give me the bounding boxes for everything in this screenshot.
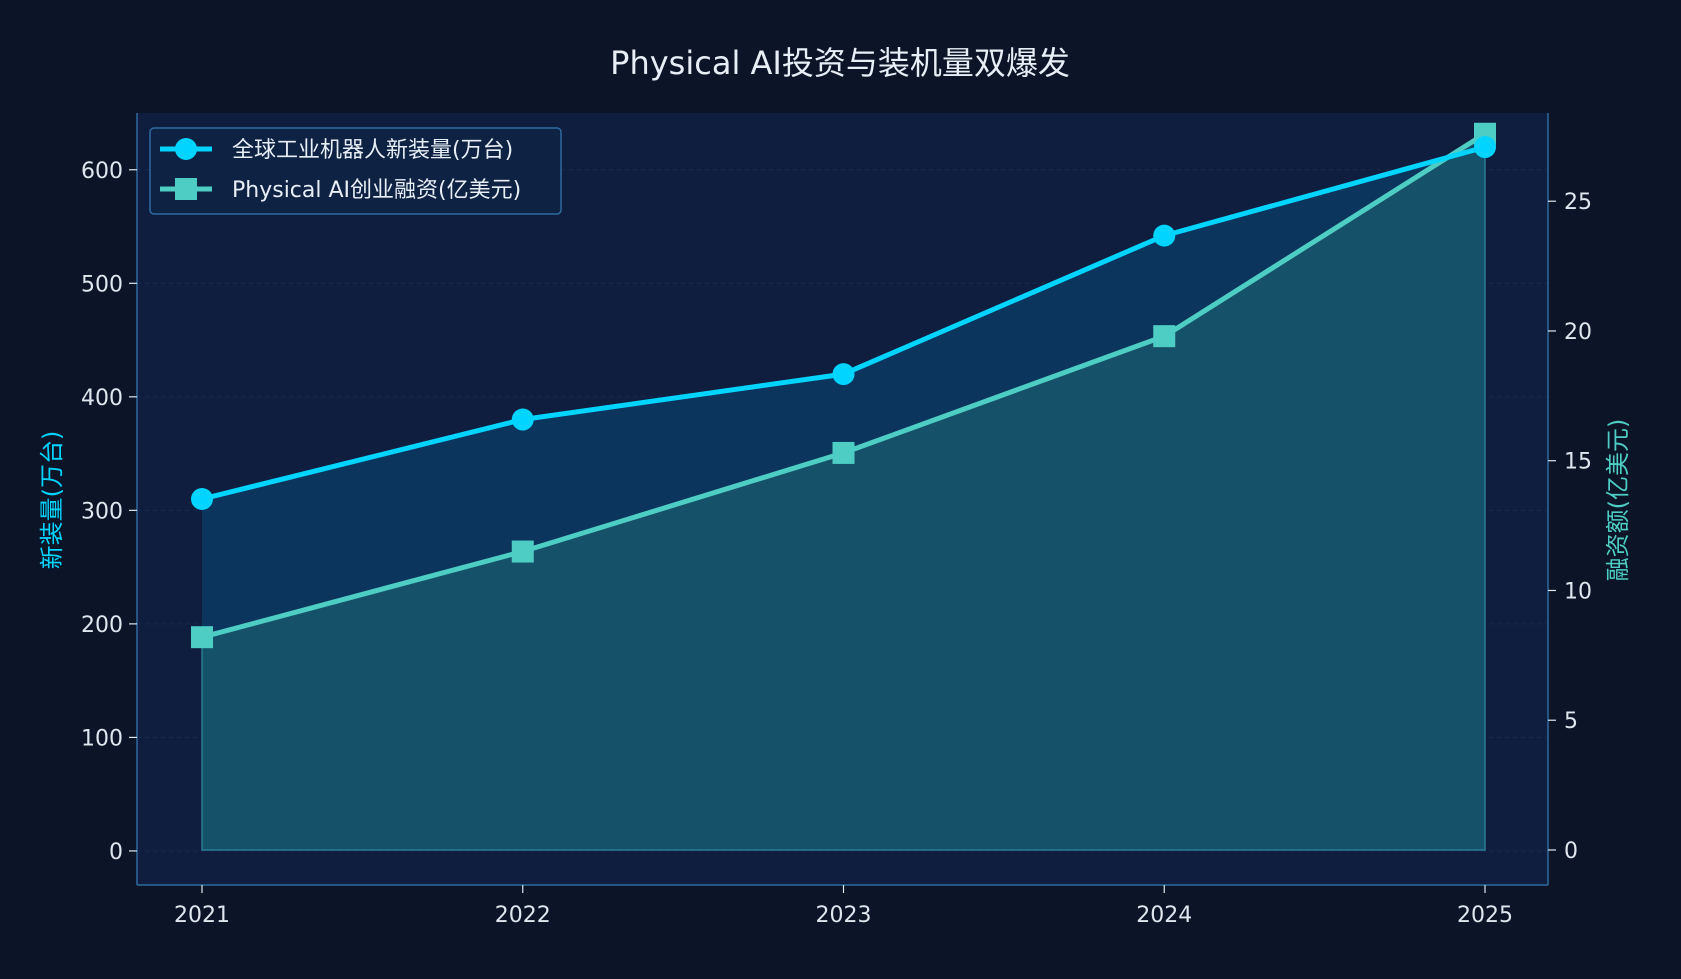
installations-point [1474, 136, 1496, 159]
y-right-tick-label: 5 [1564, 709, 1578, 734]
series-layer [191, 122, 1496, 649]
y-left-tick-label: 500 [81, 272, 123, 297]
x-tick-label: 2024 [1136, 903, 1192, 928]
legend-entry-label: Physical AI创业融资(亿美元) [232, 178, 521, 203]
y-right-tick-label: 0 [1564, 839, 1578, 864]
installations-point [832, 363, 855, 386]
y-axis-label-left: 新装量(万台) [38, 431, 66, 570]
installations-point [191, 488, 213, 510]
y-left-tick-label: 600 [81, 159, 123, 184]
funding-point [832, 441, 855, 464]
y-left-tick-label: 200 [81, 613, 123, 638]
legend-marker-circle [175, 138, 197, 160]
y-right-tick-label: 15 [1564, 450, 1592, 475]
y-right-tick-label: 20 [1564, 320, 1592, 345]
x-tick-label: 2023 [816, 903, 872, 928]
x-tick-label: 2021 [174, 903, 230, 928]
y-left-tick-label: 0 [109, 840, 123, 865]
y-right-tick-label: 10 [1564, 579, 1592, 604]
funding-point [511, 540, 534, 563]
funding-point [191, 626, 213, 649]
x-tick-label: 2022 [495, 903, 551, 928]
installations-point [1153, 224, 1176, 247]
legend: 全球工业机器人新装量(万台) Physical AI创业融资(亿美元) [149, 127, 562, 215]
legend-marker-square [175, 178, 197, 200]
legend-entry-label: 全球工业机器人新装量(万台) [232, 138, 513, 163]
funding-point [1153, 325, 1176, 348]
y-axis-label-right: 融资额(亿美元) [1604, 419, 1632, 582]
y-left-tick-label: 100 [81, 726, 123, 751]
y-right-tick-label: 25 [1564, 190, 1592, 215]
chart-title: Physical AI投资与装机量双爆发 [610, 44, 1070, 82]
y-left-tick-label: 400 [81, 386, 123, 411]
y-left-tick-label: 300 [81, 499, 123, 524]
legend-box [149, 127, 562, 215]
installations-point [511, 408, 534, 431]
x-tick-label: 2025 [1457, 903, 1513, 928]
